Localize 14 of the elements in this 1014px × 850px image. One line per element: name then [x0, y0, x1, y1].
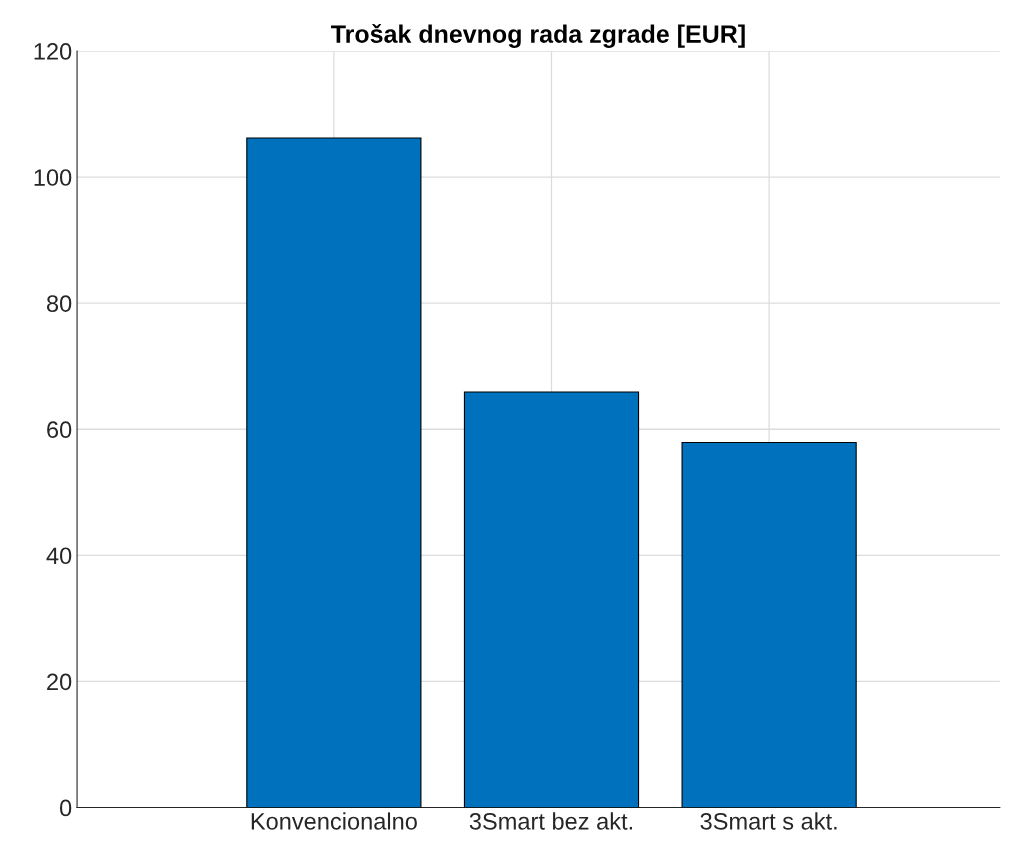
y-tick-label: 20 — [47, 673, 72, 691]
y-tick-label: 100 — [34, 169, 72, 186]
bar — [463, 391, 640, 808]
y-tick-label: 120 — [34, 43, 72, 60]
x-tick-label: 3Smart s akt. — [700, 812, 837, 830]
y-tick-label: 0 — [60, 799, 72, 817]
x-tick-label: Konvencionalno — [251, 812, 417, 830]
bar — [246, 137, 422, 808]
bar — [681, 441, 857, 808]
x-tick-label: 3Smart bez akt. — [469, 812, 633, 830]
y-tick-label: 40 — [46, 547, 72, 565]
y-tick-label: 60 — [47, 421, 72, 439]
y-tick-label: 80 — [46, 295, 72, 312]
chart-title: Trošak dnevnog rada zgrade [EUR] — [331, 24, 745, 48]
